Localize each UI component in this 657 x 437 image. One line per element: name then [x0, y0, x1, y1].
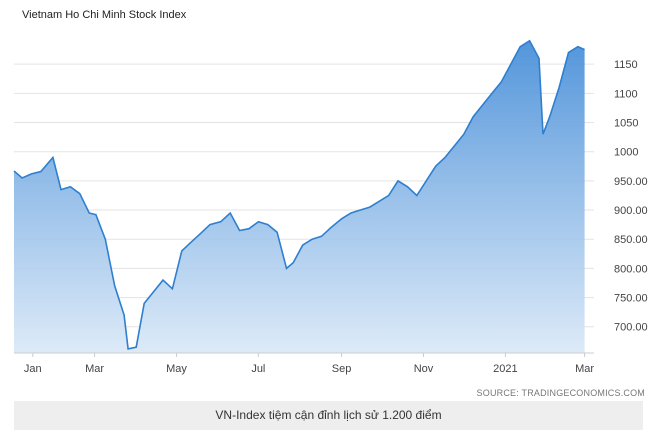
x-tick-label: Sep — [332, 363, 352, 375]
x-tick-label: Nov — [414, 363, 434, 375]
x-tick-label: Jan — [24, 363, 42, 375]
area-fill — [14, 40, 585, 354]
chart-title: Vietnam Ho Chi Minh Stock Index — [22, 9, 187, 21]
y-tick-label: 1150 — [614, 59, 638, 71]
source-label: SOURCE: TRADINGECONOMICS.COM — [476, 388, 645, 398]
y-tick-label: 750.00 — [614, 293, 648, 305]
y-tick-label: 1100 — [614, 88, 638, 100]
series-line — [13, 39, 585, 350]
y-tick-label: 850.00 — [614, 234, 648, 246]
y-tick-label: 800.00 — [614, 263, 648, 275]
x-tick-label: 2021 — [493, 363, 517, 375]
y-tick-label: 700.00 — [614, 322, 648, 334]
y-tick-label: 900.00 — [614, 205, 648, 217]
x-tick-label: Mar — [85, 363, 104, 375]
x-tick-label: Jul — [251, 363, 265, 375]
y-tick-label: 950.00 — [614, 176, 648, 188]
stock-index-chart: 700.00 750.00 800.00 850.00 900.00 950.00 1000… — [13, 39, 648, 375]
x-tick-labels: Jan Mar May Jul Sep Nov 2021 Mar — [24, 353, 594, 375]
x-tick-label: May — [166, 363, 187, 375]
caption-text: VN-Index tiệm cận đỉnh lịch sử 1.200 điể… — [215, 408, 442, 422]
y-tick-label: 1050 — [614, 118, 638, 130]
y-tick-label: 1000 — [614, 147, 638, 159]
y-axis: 700.00 750.00 800.00 850.00 900.00 950.00 1000… — [614, 59, 648, 334]
x-tick-label: Mar — [575, 363, 594, 375]
caption-bar: VN-Index tiệm cận đỉnh lịch sử 1.200 điể… — [14, 401, 643, 430]
